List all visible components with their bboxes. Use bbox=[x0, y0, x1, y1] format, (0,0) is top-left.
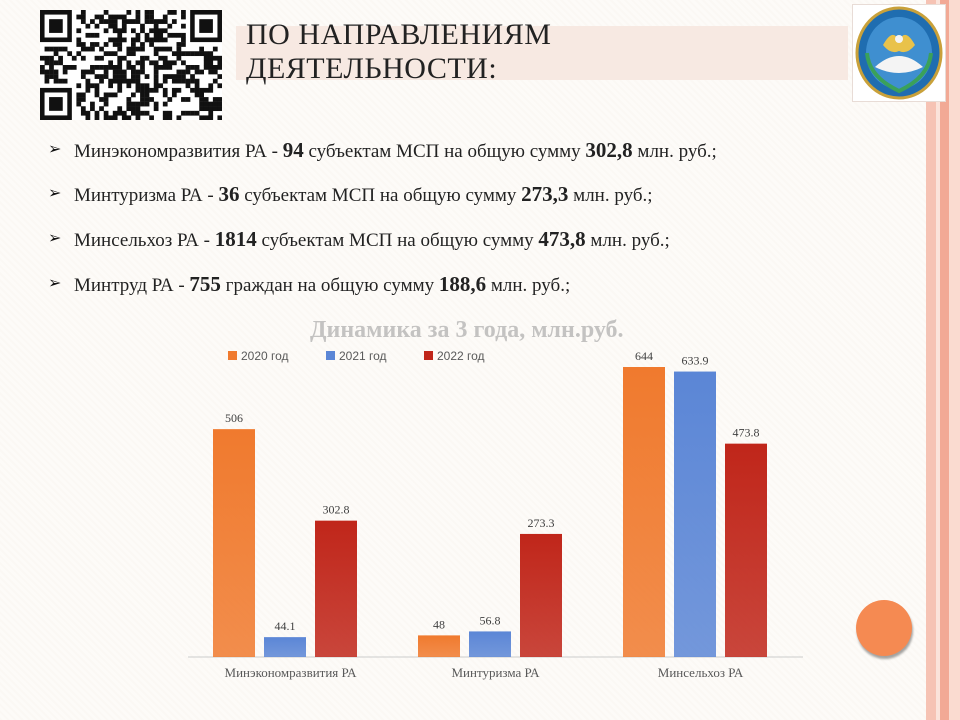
bullet-item-mintourism: ➢ Минтуризма РА - 36 субъектам МСП на об… bbox=[46, 174, 896, 216]
slide-title: ПО НАПРАВЛЕНИЯМ ДЕЯТЕЛЬНОСТИ: bbox=[246, 18, 551, 86]
legend-label: 2021 год bbox=[339, 349, 387, 363]
bullet-item-mineconom: ➢ Минэкономразвития РА - 94 субъектам МС… bbox=[46, 130, 896, 172]
data-label: 644 bbox=[635, 349, 653, 363]
title-line-1: ПО НАПРАВЛЕНИЯМ bbox=[246, 18, 552, 51]
category-label: Минтуризма РА bbox=[451, 665, 540, 680]
bullet-item-mintrud: ➢ Минтруд РА - 755 граждан на общую сумм… bbox=[46, 264, 896, 306]
bullet-arrow-icon: ➢ bbox=[48, 185, 62, 202]
decor-stripe bbox=[936, 0, 940, 720]
data-label: 48 bbox=[433, 617, 445, 631]
data-label: 473.8 bbox=[733, 426, 760, 440]
bullet-arrow-icon: ➢ bbox=[48, 275, 62, 292]
bar bbox=[418, 635, 460, 657]
bar bbox=[315, 520, 357, 657]
chart-title: Динамика за 3 года, млн.руб. bbox=[310, 317, 624, 343]
legend-swatch bbox=[326, 351, 335, 360]
bar-chart: 2020 год 2021 год 2022 год 506 44.1 302.8 Минэ… bbox=[178, 312, 818, 692]
decor-stripe bbox=[949, 0, 960, 720]
bullet-list: ➢ Минэкономразвития РА - 94 субъектам МС… bbox=[46, 130, 896, 306]
bar bbox=[469, 631, 511, 657]
nav-circle-button[interactable] bbox=[856, 600, 912, 656]
legend-swatch bbox=[228, 351, 237, 360]
data-label: 633.9 bbox=[682, 354, 709, 368]
legend-label: 2020 год bbox=[241, 349, 289, 363]
legend-label: 2022 год bbox=[437, 349, 485, 363]
data-label: 44.1 bbox=[275, 619, 296, 633]
emblem-logo bbox=[852, 4, 946, 102]
data-label: 302.8 bbox=[323, 503, 350, 517]
category-label: Минэкономразвития РА bbox=[225, 665, 358, 680]
bar bbox=[213, 429, 255, 657]
data-label: 56.8 bbox=[480, 613, 501, 627]
qr-code[interactable] bbox=[40, 10, 222, 120]
category-label: Минсельхоз РА bbox=[658, 665, 744, 680]
bullet-item-minselhoz: ➢ Минсельхоз РА - 1814 субъектам МСП на … bbox=[46, 219, 896, 261]
decor-stripe bbox=[926, 0, 936, 720]
bar bbox=[264, 637, 306, 657]
title-line-2: ДЕЯТЕЛЬНОСТИ: bbox=[246, 52, 498, 85]
bar bbox=[520, 533, 562, 657]
data-label: 506 bbox=[225, 411, 243, 425]
decor-stripe bbox=[940, 0, 949, 720]
bullet-arrow-icon: ➢ bbox=[48, 230, 62, 247]
legend-swatch bbox=[424, 351, 433, 360]
data-label: 273.3 bbox=[528, 516, 555, 530]
bullet-arrow-icon: ➢ bbox=[48, 141, 62, 158]
bar bbox=[623, 367, 665, 657]
title-band bbox=[236, 26, 848, 80]
bar bbox=[674, 371, 716, 657]
bar bbox=[725, 443, 767, 657]
